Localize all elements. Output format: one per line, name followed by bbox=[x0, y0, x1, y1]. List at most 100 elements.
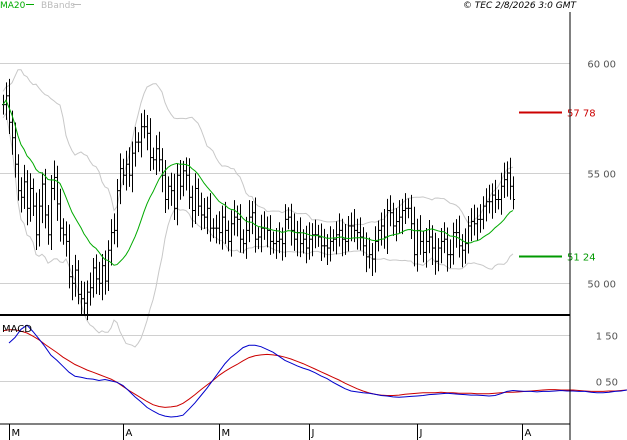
ohlc-bar bbox=[38, 189, 41, 247]
ohlc-bar bbox=[401, 198, 404, 235]
ohlc-bar bbox=[458, 215, 461, 258]
ohlc-bar bbox=[20, 177, 23, 213]
ohlc-bar bbox=[407, 198, 410, 219]
ohlc-bar bbox=[344, 223, 347, 255]
ohlc-bar bbox=[398, 200, 401, 234]
ohlc-bar bbox=[176, 163, 179, 226]
ohlc-bar bbox=[194, 173, 197, 224]
ohlc-bar bbox=[29, 173, 32, 222]
ohlc-bar bbox=[419, 215, 422, 255]
frame bbox=[0, 12, 571, 440]
ohlc-bar bbox=[287, 207, 290, 230]
ohlc-bar bbox=[77, 260, 80, 305]
ohlc-bar bbox=[464, 228, 467, 264]
ohlc-bar bbox=[428, 220, 431, 254]
ohlc-bar bbox=[116, 178, 119, 248]
date-axis-label: J bbox=[419, 428, 423, 439]
ohlc-bar bbox=[311, 223, 314, 257]
ohlc-bar bbox=[224, 201, 227, 244]
price-levels: 57 78 51 24 bbox=[519, 109, 596, 264]
ohlc-bar bbox=[446, 227, 449, 272]
ohlc-bar bbox=[491, 183, 494, 219]
ohlc-bar bbox=[50, 175, 53, 251]
price-tick-label: 60 00 bbox=[587, 60, 616, 71]
ohlc-bar bbox=[473, 204, 476, 236]
ohlc-bar bbox=[437, 238, 440, 272]
ohlc-bar bbox=[32, 178, 35, 217]
ohlc-bar bbox=[449, 239, 452, 269]
ohlc-bar bbox=[104, 250, 107, 295]
ohlc-bar bbox=[212, 218, 215, 239]
ohlc-bar bbox=[434, 232, 437, 275]
ohlc-bar bbox=[146, 115, 149, 151]
ohlc-bar bbox=[44, 168, 47, 229]
ohlc-bar bbox=[374, 226, 377, 273]
ohlc-bar bbox=[134, 126, 137, 167]
ohlc-bar bbox=[65, 221, 68, 257]
ohlc-bar bbox=[143, 109, 146, 139]
ohlc-bar bbox=[152, 147, 155, 170]
bbands-legend-label: BBands bbox=[41, 1, 75, 11]
ohlc-bar bbox=[80, 280, 83, 314]
ohlc-bar bbox=[119, 153, 122, 205]
ohlc-bar bbox=[362, 227, 365, 256]
ohlc-bar bbox=[95, 254, 98, 295]
ohlc-bar bbox=[482, 196, 485, 230]
ohlc-bar bbox=[89, 272, 92, 306]
price-axis-ticks: 60 00 55 00 50 00 bbox=[587, 60, 616, 291]
ohlc-bar bbox=[200, 192, 203, 231]
ohlc-bar bbox=[329, 226, 332, 262]
price-tick-label: 55 00 bbox=[587, 170, 616, 181]
ohlc-bar bbox=[170, 172, 173, 206]
ohlc-bar bbox=[278, 222, 281, 254]
ma20-legend-swatch bbox=[26, 4, 34, 5]
macd-panel-title: MACD bbox=[2, 324, 32, 335]
ohlc-bar bbox=[125, 150, 128, 191]
ohlc-bar bbox=[347, 216, 350, 252]
ohlc-bar bbox=[494, 179, 497, 213]
date-axis-label: M bbox=[12, 428, 21, 439]
bollinger-upper-band bbox=[2, 69, 514, 226]
macd-panel: MACD 1 50 0 50 bbox=[0, 324, 627, 418]
ohlc-bar bbox=[173, 173, 176, 221]
ohlc-bar bbox=[122, 158, 125, 186]
ohlc-bar bbox=[236, 205, 239, 237]
ohlc-bar bbox=[68, 224, 71, 289]
ohlc-bar bbox=[455, 219, 458, 248]
ohlc-bar bbox=[74, 254, 77, 297]
ohlc-bar bbox=[431, 225, 434, 266]
ohlc-bar bbox=[323, 228, 326, 258]
ohlc-bar bbox=[284, 204, 287, 258]
ohlc-bar bbox=[248, 200, 251, 243]
ohlc-bar bbox=[245, 216, 248, 259]
macd-signal-line bbox=[2, 329, 627, 408]
date-axis-label: M bbox=[222, 428, 231, 439]
macd-axis-ticks: 1 50 0 50 bbox=[596, 332, 618, 389]
ohlc-bar bbox=[206, 196, 209, 235]
ohlc-bar bbox=[266, 216, 269, 248]
ohlc-bar bbox=[299, 217, 302, 258]
ohlc-bar bbox=[350, 212, 353, 242]
ohlc-bar bbox=[470, 208, 473, 242]
ohlc-bar bbox=[227, 220, 230, 252]
date-axis-label: A bbox=[126, 428, 133, 439]
ohlc-bar bbox=[422, 231, 425, 263]
ohlc-bar bbox=[365, 232, 368, 273]
ohlc-bar bbox=[476, 207, 479, 241]
ohlc-bars bbox=[2, 78, 515, 321]
ohlc-bar bbox=[263, 211, 266, 240]
price-level-label: 51 24 bbox=[567, 253, 596, 264]
price-panel: 57 78 51 24 60 00 55 00 50 00 bbox=[0, 60, 616, 348]
ohlc-bar bbox=[191, 185, 194, 228]
macd-gridlines bbox=[0, 335, 570, 382]
ohlc-bar bbox=[161, 148, 164, 193]
ohlc-bar bbox=[392, 202, 395, 236]
ohlc-bar bbox=[500, 172, 503, 215]
ohlc-bar bbox=[26, 170, 29, 226]
ohlc-bar bbox=[35, 192, 38, 251]
ohlc-bar bbox=[98, 261, 101, 296]
ohlc-bar bbox=[383, 208, 386, 249]
ohlc-bar bbox=[242, 229, 245, 254]
ohlc-bar bbox=[332, 229, 335, 252]
